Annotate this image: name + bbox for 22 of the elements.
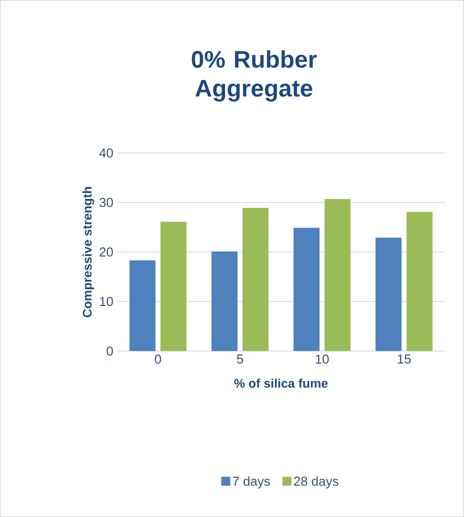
x-tick-label: 10 xyxy=(316,354,329,364)
x-axis-title: % of silica fume xyxy=(234,378,328,388)
y-tick-label: 30 xyxy=(100,198,113,208)
y-axis-title: Compressive strength xyxy=(82,187,94,318)
legend-label: 7 days xyxy=(232,476,270,488)
y-tick-label: 40 xyxy=(99,148,113,158)
x-tick-label: 0 xyxy=(154,354,162,364)
y-tick-label: 20 xyxy=(100,247,113,257)
chart-title: 0% Rubber Aggregate xyxy=(192,50,317,102)
legend-label: 28 days xyxy=(294,476,338,488)
bar xyxy=(294,228,320,352)
bar xyxy=(212,252,238,352)
y-tick-label: 10 xyxy=(100,296,113,306)
bar xyxy=(242,208,269,352)
bar xyxy=(406,212,433,352)
x-tick-label: 5 xyxy=(236,354,244,364)
bar xyxy=(324,199,351,352)
bar xyxy=(376,238,402,352)
y-tick-label: 0 xyxy=(106,346,113,356)
bar xyxy=(129,260,156,352)
x-tick-label: 15 xyxy=(398,354,411,364)
bar xyxy=(160,222,186,352)
